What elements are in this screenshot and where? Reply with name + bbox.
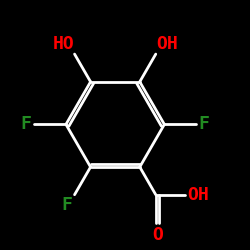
Text: F: F bbox=[21, 116, 32, 134]
Text: O: O bbox=[152, 226, 163, 244]
Text: OH: OH bbox=[156, 35, 178, 53]
Text: F: F bbox=[199, 116, 210, 134]
Text: HO: HO bbox=[53, 35, 74, 53]
Text: F: F bbox=[61, 196, 72, 214]
Text: OH: OH bbox=[187, 186, 209, 204]
